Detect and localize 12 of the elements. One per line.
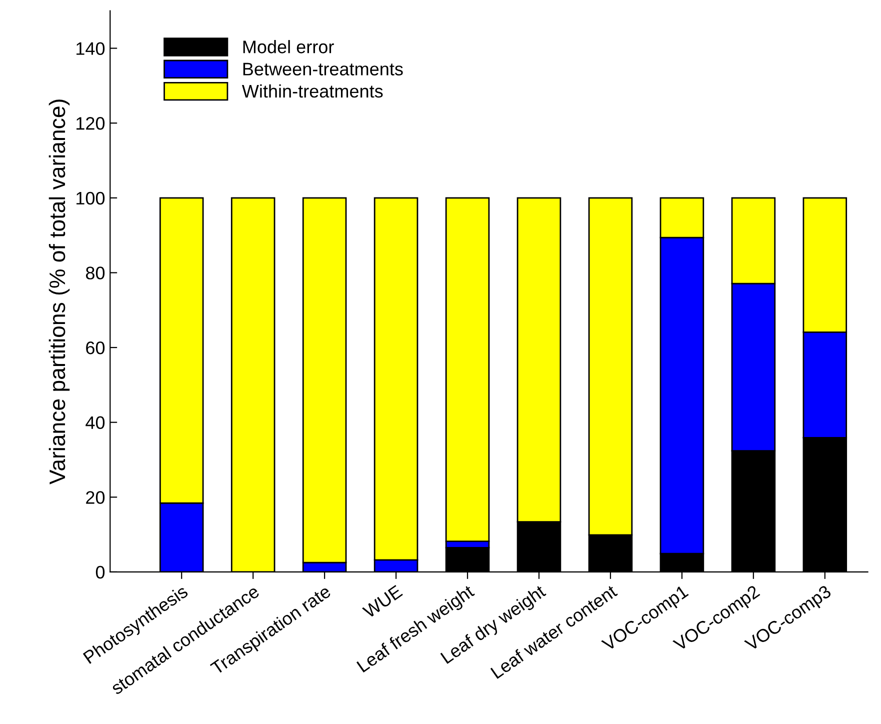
legend-label: Between-treatments (243, 62, 403, 76)
y-tick-label: 100 (76, 192, 105, 205)
y-tick-label: 40 (86, 416, 105, 430)
y-axis-title: Variance partitions (% of total variance) (48, 100, 70, 484)
y-tick-label: 0 (96, 566, 105, 579)
legend-label: Model error (243, 40, 334, 54)
y-tick-label: 20 (86, 491, 105, 504)
y-tick-label: 120 (76, 117, 105, 130)
legend-label: Within-treatments (242, 84, 383, 98)
y-tick-label: 80 (86, 266, 105, 280)
y-tick-label: 140 (76, 42, 105, 55)
y-tick-label: 60 (86, 341, 105, 354)
